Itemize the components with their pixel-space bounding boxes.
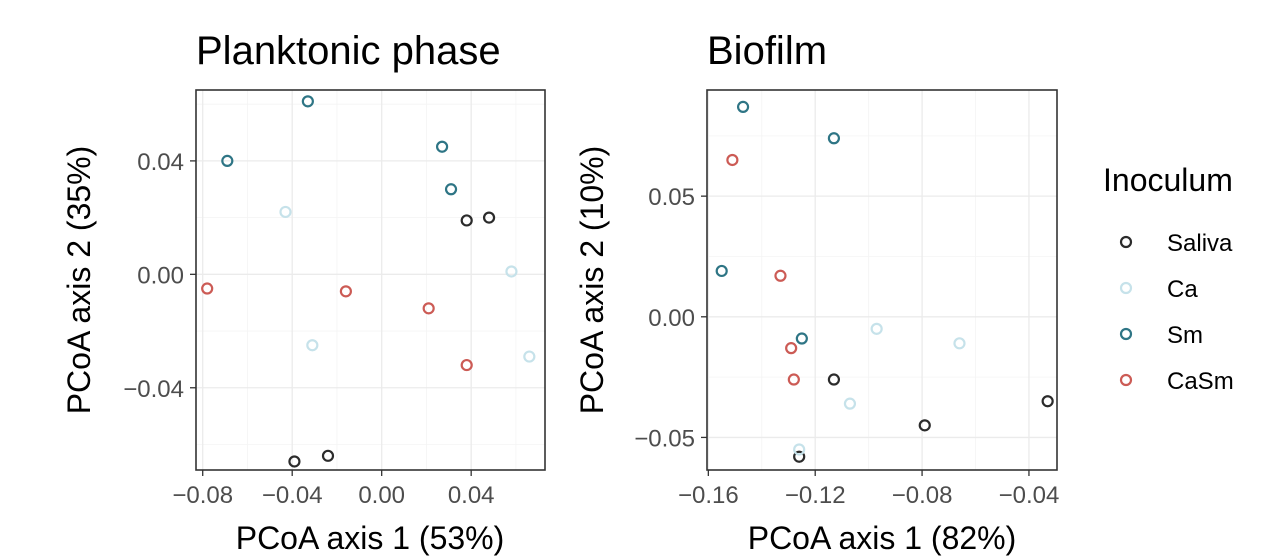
legend-label-casm: CaSm <box>1167 368 1234 395</box>
biofilm-point-saliva-1 <box>918 419 931 432</box>
biofilm-x-tick-label-2: −0.08 <box>892 482 953 509</box>
biofilm-point-sm-2 <box>715 264 728 278</box>
biofilm-point-ca-2 <box>843 397 857 410</box>
biofilm-point-casm-2 <box>785 342 798 355</box>
biofilm-y-tick-label-2: 0.05 <box>648 184 695 211</box>
planktonic-x-tick-label-2: 0.00 <box>358 482 405 509</box>
planktonic-point-casm-0 <box>201 282 214 295</box>
biofilm-panel-border <box>706 89 1058 471</box>
planktonic-point-sm-3 <box>444 183 458 196</box>
planktonic-x-tick-label-1: −0.04 <box>262 482 323 509</box>
biofilm-point-casm-1 <box>774 269 787 282</box>
planktonic-y-axis-title: PCoA axis 2 (35%) <box>61 146 97 415</box>
legend-label-sm: Sm <box>1167 322 1203 349</box>
biofilm-x-tick-label-1: −0.12 <box>785 482 846 509</box>
legend-title: Inoculum <box>1103 162 1233 198</box>
planktonic-point-saliva-1 <box>482 211 496 224</box>
planktonic-point-casm-2 <box>422 302 435 315</box>
planktonic-grid <box>196 90 545 470</box>
planktonic-point-sm-0 <box>221 154 234 167</box>
planktonic-point-ca-3 <box>523 350 536 363</box>
planktonic-point-casm-1 <box>339 285 352 298</box>
biofilm-y-tick-label-1: 0.00 <box>648 305 695 332</box>
planktonic-y-tick-label-1: 0.00 <box>137 262 184 289</box>
biofilm-title: Biofilm <box>707 29 827 73</box>
biofilm-point-sm-0 <box>736 100 750 113</box>
biofilm-x-tick-label-3: −0.04 <box>999 482 1060 509</box>
biofilm-point-saliva-2 <box>793 450 806 463</box>
biofilm-point-ca-3 <box>793 443 806 456</box>
planktonic-panel: Planktonic phase −0.08 −0.04 0.00 0.04 −0.04… <box>61 29 546 556</box>
biofilm-point-ca-0 <box>870 322 883 335</box>
biofilm-y-tick-label-0: −0.05 <box>634 425 695 452</box>
planktonic-point-ca-2 <box>306 339 319 352</box>
biofilm-point-casm-0 <box>726 153 739 167</box>
planktonic-y-tick-label-0: −0.04 <box>123 376 184 403</box>
planktonic-point-sm-2 <box>435 140 449 153</box>
legend-key-casm <box>1119 373 1133 387</box>
planktonic-point-ca-1 <box>505 265 518 278</box>
legend-key-saliva <box>1119 235 1133 249</box>
planktonic-x-tick-label-3: 0.04 <box>448 482 495 509</box>
planktonic-point-sm-1 <box>301 95 314 108</box>
biofilm-x-axis-title: PCoA axis 1 (82%) <box>748 520 1017 556</box>
biofilm-point-saliva-3 <box>1041 395 1054 408</box>
planktonic-y-tick-label-2: 0.04 <box>137 149 184 176</box>
planktonic-point-saliva-2 <box>288 455 301 468</box>
biofilm-points <box>715 100 1054 463</box>
planktonic-point-saliva-0 <box>460 214 473 227</box>
planktonic-points <box>201 95 536 468</box>
planktonic-x-axis-title: PCoA axis 1 (53%) <box>236 520 505 556</box>
biofilm-point-casm-3 <box>787 373 800 386</box>
biofilm-y-axis-title: PCoA axis 2 (10%) <box>574 146 610 415</box>
biofilm-point-sm-1 <box>827 132 841 145</box>
biofilm-ticks: −0.16 −0.12 −0.08 −0.04 −0.05 0.00 0.05 <box>634 184 1059 509</box>
biofilm-point-saliva-0 <box>827 373 841 386</box>
legend-label-ca: Ca <box>1167 276 1198 303</box>
biofilm-panel: Biofilm −0.16 −0.12 −0.08 −0.04 −0.05 0.00 0.0… <box>574 29 1059 556</box>
legend-key-sm <box>1119 327 1133 341</box>
planktonic-panel-border <box>195 89 546 471</box>
planktonic-ticks: −0.08 −0.04 0.00 0.04 −0.04 0.00 0.04 <box>123 149 494 509</box>
planktonic-point-casm-3 <box>460 358 473 372</box>
planktonic-point-ca-0 <box>279 205 292 219</box>
planktonic-point-saliva-3 <box>321 449 335 462</box>
biofilm-x-tick-label-0: −0.16 <box>678 482 739 509</box>
planktonic-title: Planktonic phase <box>196 29 501 73</box>
legend-label-saliva: Saliva <box>1167 230 1233 257</box>
planktonic-x-tick-label-0: −0.08 <box>172 482 233 509</box>
biofilm-point-ca-1 <box>953 337 966 350</box>
biofilm-grid <box>707 90 1057 470</box>
legend-key-ca <box>1119 281 1133 295</box>
biofilm-point-sm-3 <box>795 332 808 345</box>
